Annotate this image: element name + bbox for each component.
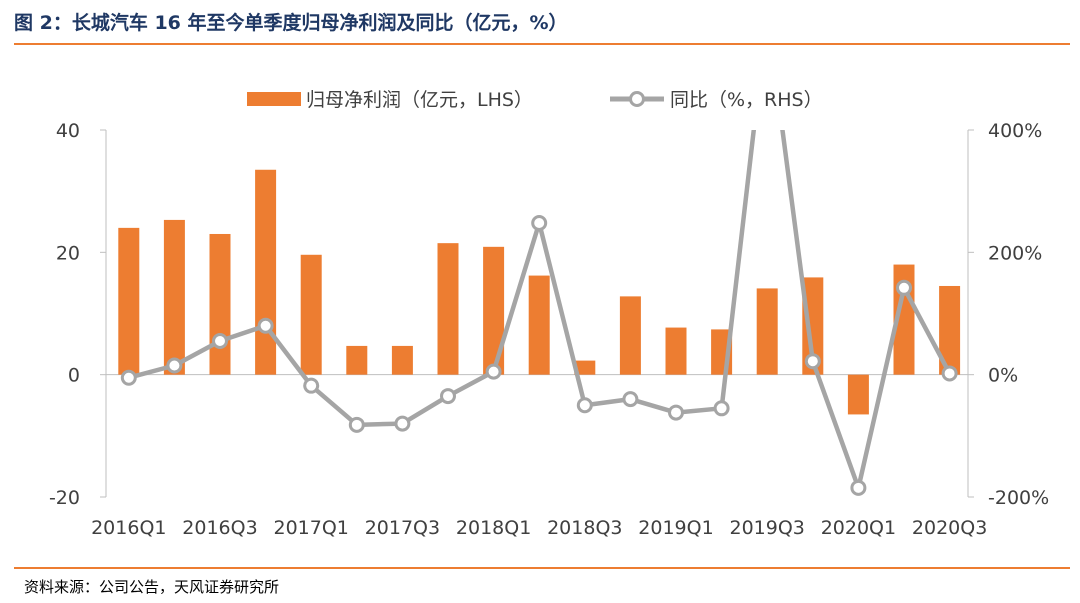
bar-2016Q2 — [163, 219, 185, 375]
line-series — [120, 7, 958, 496]
yoy-point-2019Q4 — [804, 353, 821, 370]
legend-swatch-bar — [247, 92, 301, 106]
x-tick-labels: 2016Q1 2016Q3 2017Q1 2017Q3 2018Q1 2018Q3 2019… — [91, 517, 987, 539]
bar-2018Q1 — [483, 246, 505, 375]
right-y-tick-label: 400% — [988, 120, 1042, 142]
source-divider — [14, 567, 1070, 569]
yoy-point-2016Q3 — [212, 333, 228, 350]
bar-2018Q4 — [619, 296, 641, 375]
source-note: 资料来源：公司公告，天风证券研究所 — [24, 578, 280, 596]
x-tick-label: 2020Q3 — [912, 517, 987, 539]
yoy-point-2020Q2 — [896, 279, 912, 296]
bar-2018Q3 — [574, 360, 596, 375]
title-divider — [14, 43, 1070, 45]
bar-2017Q4 — [437, 243, 459, 375]
yoy-point-2018Q2 — [531, 214, 548, 231]
bar-2020Q1 — [847, 374, 869, 415]
yoy-point-2020Q3 — [941, 365, 958, 382]
yoy-point-2017Q4 — [440, 388, 456, 405]
yoy-point-2018Q1 — [485, 363, 502, 380]
bar-2017Q1 — [300, 254, 322, 375]
yoy-point-2019Q3 — [761, 7, 774, 20]
bar-series — [118, 169, 961, 415]
bar-2019Q4 — [802, 277, 824, 375]
yoy-point-2017Q3 — [394, 415, 411, 432]
right-y-tick-label: -200% — [988, 487, 1049, 509]
legend-label-line: 同比（%，RHS） — [670, 89, 823, 111]
x-tick-label: 2016Q3 — [182, 517, 257, 539]
legend-label-bar: 归母净利润（亿元，LHS） — [306, 89, 533, 111]
bar-2019Q1 — [665, 327, 687, 375]
x-tick-label: 2016Q1 — [91, 517, 166, 539]
right-y-tick-label: 200% — [988, 242, 1042, 264]
bar-2016Q3 — [209, 233, 231, 375]
bar-2016Q1 — [118, 227, 140, 375]
bar-2019Q3 — [756, 288, 778, 375]
x-tick-label: 2017Q3 — [365, 517, 440, 539]
yoy-point-2019Q1 — [668, 404, 684, 421]
chart: 归母净利润（亿元，LHS） 同比（%，RHS） 2016Q1 2016Q3 2017… — [49, 7, 1049, 539]
bar-2017Q3 — [391, 345, 413, 375]
yoy-point-2017Q1 — [303, 377, 320, 394]
x-tick-label: 2018Q3 — [547, 517, 622, 539]
bar-2018Q2 — [528, 275, 550, 375]
left-y-tick-label: 0 — [68, 365, 80, 387]
chart-legend: 归母净利润（亿元，LHS） 同比（%，RHS） — [247, 89, 823, 111]
y-tick-labels: -20 0 20 40 -200% 0% 200% 400% — [49, 120, 1049, 509]
yoy-point-2019Q2 — [713, 400, 730, 417]
x-tick-label: 2020Q1 — [821, 517, 896, 539]
yoy-point-2018Q3 — [576, 397, 593, 414]
x-tick-label: 2019Q1 — [638, 517, 713, 539]
yoy-point-2020Q1 — [850, 479, 867, 496]
yoy-line — [128, 130, 952, 491]
left-y-tick-label: 20 — [56, 242, 80, 264]
right-y-tick-label: 0% — [988, 365, 1018, 387]
left-y-tick-label: -20 — [49, 487, 80, 509]
yoy-point-2016Q1 — [120, 369, 137, 386]
x-tick-label: 2017Q1 — [273, 517, 348, 539]
bar-2016Q4 — [255, 169, 277, 375]
left-y-tick-label: 40 — [56, 120, 80, 142]
chart-title: 图 2：长城汽车 16 年至今单季度归母净利润及同比（亿元，%） — [14, 12, 568, 34]
yoy-point-2016Q4 — [257, 317, 274, 334]
yoy-point-2017Q2 — [348, 416, 365, 433]
legend-swatch-marker — [629, 91, 645, 107]
x-tick-label: 2019Q3 — [729, 517, 804, 539]
bar-2017Q2 — [346, 345, 368, 375]
x-tick-label: 2018Q1 — [456, 517, 531, 539]
bar-2020Q3 — [939, 285, 961, 375]
yoy-point-2016Q2 — [166, 357, 183, 374]
yoy-point-2018Q4 — [622, 391, 639, 408]
